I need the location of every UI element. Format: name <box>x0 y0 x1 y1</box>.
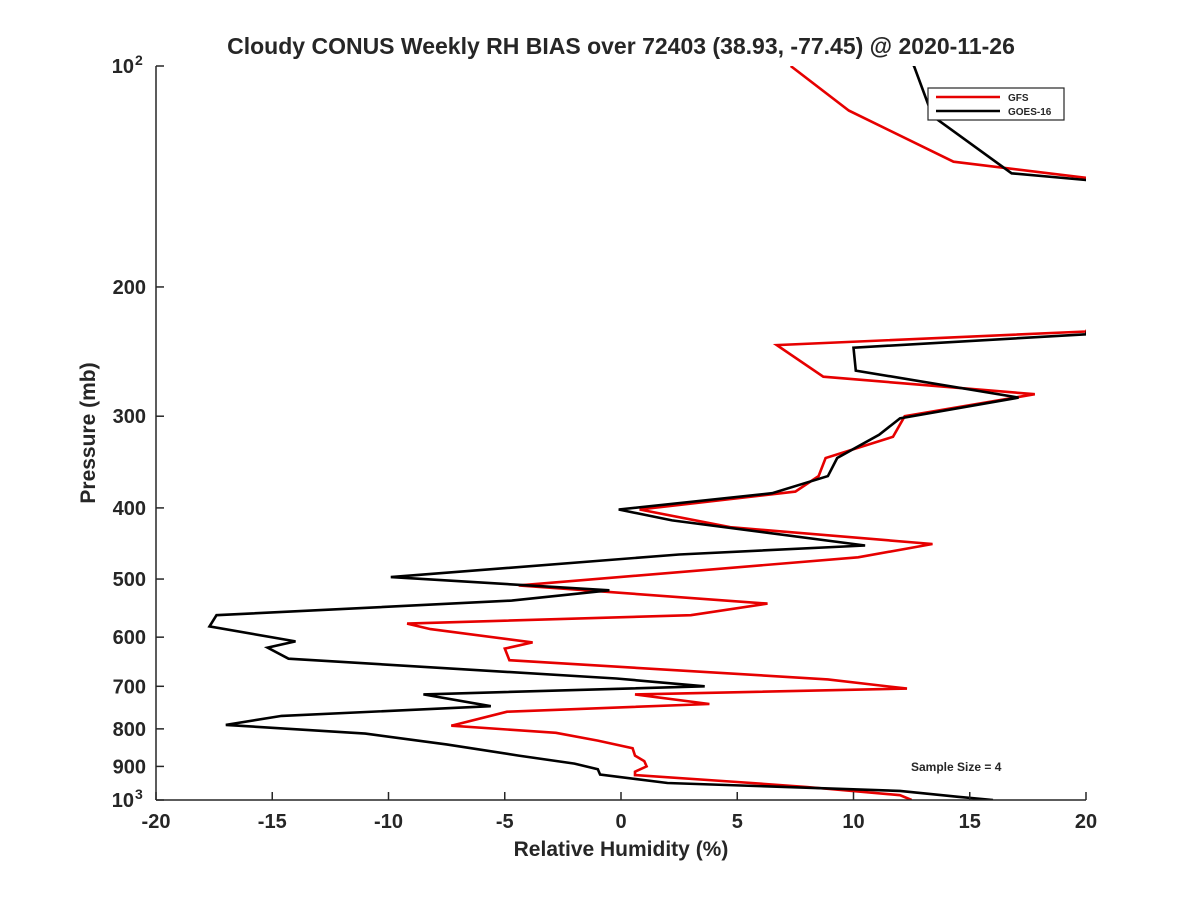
y-tick-label: 400 <box>113 498 146 520</box>
y-tick-label: 10 <box>112 790 134 812</box>
y-tick-label: 900 <box>113 756 146 778</box>
y-tick-label: 600 <box>113 627 146 649</box>
x-tick-label: -10 <box>374 811 403 833</box>
x-tick-label: 10 <box>842 811 864 833</box>
x-tick-label: 5 <box>732 811 743 833</box>
x-axis-label: Relative Humidity (%) <box>514 838 729 861</box>
x-tick-label: -15 <box>258 811 287 833</box>
legend-label-gfs: GFS <box>1008 93 1029 104</box>
sample-size-annotation: Sample Size = 4 <box>911 760 1002 774</box>
x-tick-label: 0 <box>615 811 626 833</box>
legend-label-goes16: GOES-16 <box>1008 107 1052 118</box>
series-line-gfs <box>406 66 1086 800</box>
y-tick-label: 800 <box>113 719 146 741</box>
x-ticks: -20 -15 -10 -5 0 5 10 15 20 <box>142 792 1097 833</box>
y-tick-exponent: 3 <box>135 786 143 802</box>
y-tick-label: 10 <box>112 56 134 78</box>
y-tick-label: 700 <box>113 676 146 698</box>
y-tick-label: 300 <box>113 406 146 428</box>
series-line-goes16 <box>207 66 1086 800</box>
legend: GFS GOES-16 <box>927 87 1065 121</box>
y-axis-label: Pressure (mb) <box>77 362 100 503</box>
x-tick-label: -5 <box>496 811 514 833</box>
x-tick-label: -20 <box>142 811 171 833</box>
y-tick-exponent: 2 <box>135 52 143 68</box>
y-tick-label: 200 <box>113 277 146 299</box>
x-tick-label: 20 <box>1075 811 1097 833</box>
legend-box <box>927 87 1065 121</box>
x-tick-label: 15 <box>959 811 981 833</box>
series-layer <box>207 66 1086 800</box>
y-tick-label: 500 <box>113 569 146 591</box>
chart-title: Cloudy CONUS Weekly RH BIAS over 72403 (… <box>227 33 1015 59</box>
